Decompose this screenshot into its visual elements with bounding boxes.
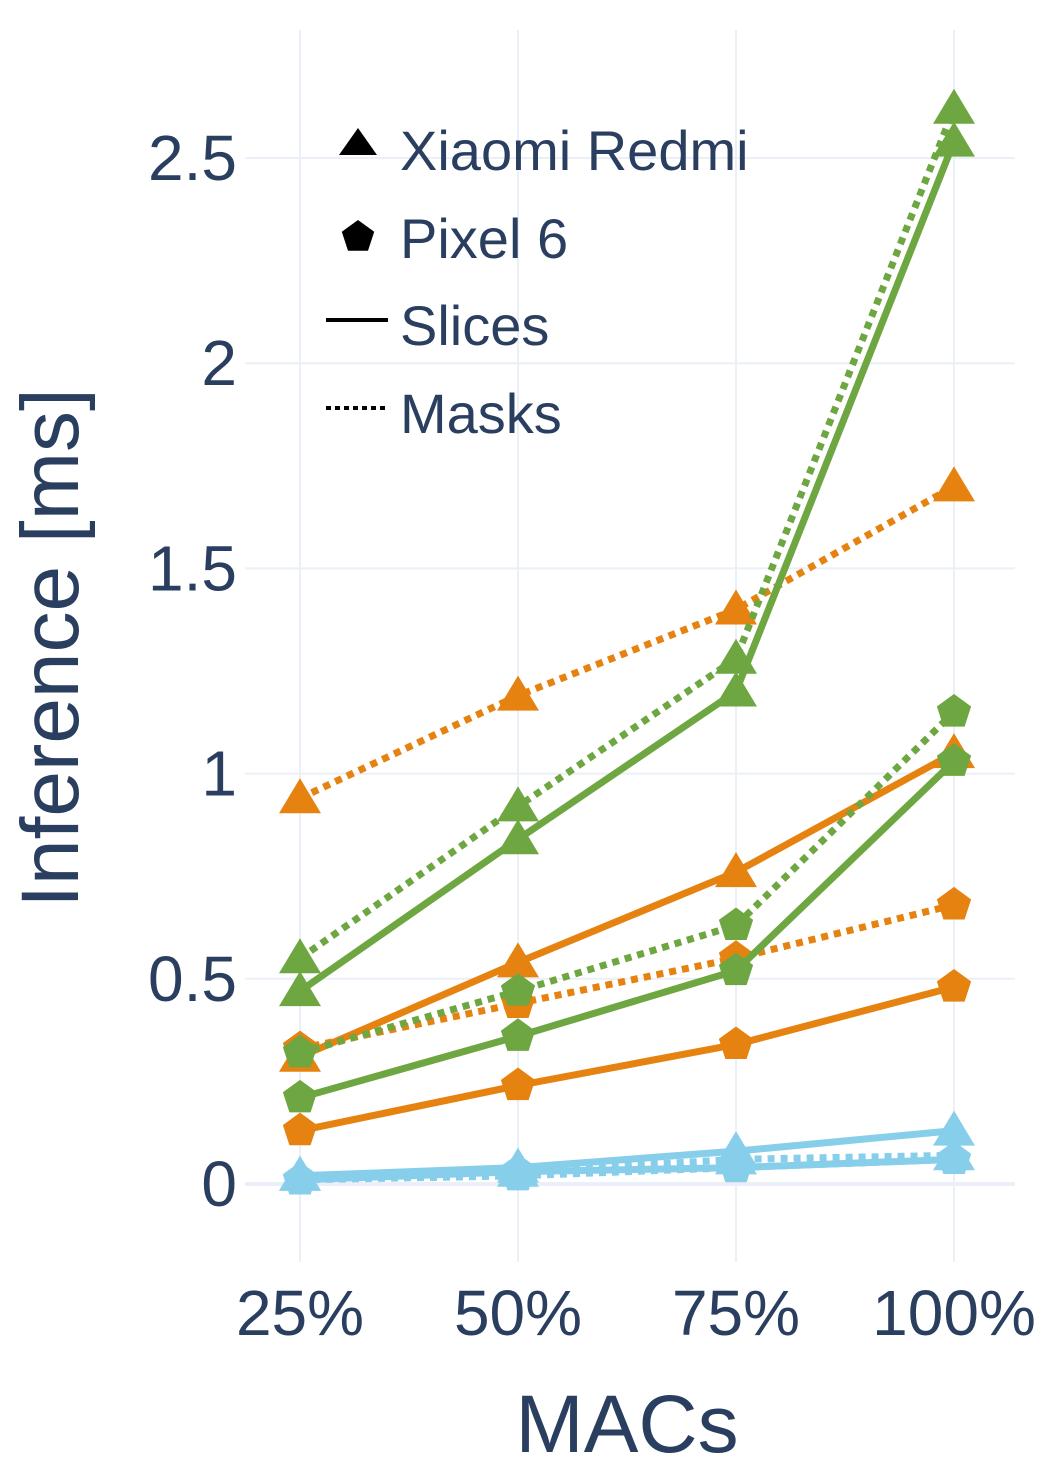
legend-label-pixel: Pixel 6 [400,207,568,270]
y-axis-title: Inference [ms] [5,388,96,908]
series-line [299,1127,955,1180]
pentagon-marker [936,694,972,727]
y-tick-label: 2.5 [148,122,237,194]
legend-pentagon-icon [341,220,375,251]
y-tick-label: 1.5 [148,532,237,604]
series-line [298,750,956,1060]
x-tick-label: 50% [454,1277,582,1349]
series-0 [279,466,975,814]
y-axis-ticks: 0 0.5 1 1.5 2 2.5 [148,122,237,1220]
pentagon-marker [282,1161,318,1195]
series-line [299,983,955,1135]
series-line [297,107,958,962]
triangle-marker [497,819,539,855]
pentagon-marker [500,973,536,1006]
triangle-marker [279,938,321,974]
triangle-marker [933,121,975,157]
legend-triangle-icon [339,128,377,155]
series-6 [282,694,972,1068]
pentagon-marker [500,1067,536,1101]
pentagon-marker [500,1018,536,1051]
series-line [298,483,956,802]
pentagon-marker [282,1034,318,1068]
pentagon-marker [718,907,754,941]
triangle-marker [933,88,975,124]
y-tick-label: 0 [201,1148,237,1220]
triangle-marker [933,466,975,502]
pentagon-marker [936,743,972,776]
pentagon-marker [718,952,754,986]
y-tick-label: 1 [201,738,237,810]
pentagon-marker [936,969,972,1002]
series-3 [282,969,972,1146]
triangle-marker [279,971,321,1007]
triangle-marker [497,942,539,978]
triangle-marker [279,778,321,814]
pentagon-marker [718,1026,754,1060]
series-line [297,140,958,994]
series-2 [282,886,972,1064]
triangle-marker [715,852,757,888]
pentagon-marker [936,1141,972,1174]
x-tick-label: 25% [236,1277,364,1349]
grid-lines [245,30,1015,1262]
series-line [299,709,957,1057]
x-tick-label: 100% [872,1277,1036,1349]
series-line [299,1155,955,1184]
x-tick-label: 75% [672,1277,800,1349]
series-line [299,758,957,1102]
pentagon-marker [282,1112,318,1146]
legend-label-xiaomi: Xiaomi Redmi [400,119,749,182]
x-axis-title: MACs [515,1379,738,1470]
series-5 [279,121,975,1007]
series-group [279,88,975,1195]
triangle-marker [715,589,757,625]
y-tick-label: 2 [201,327,237,399]
pentagon-marker [718,1149,754,1183]
series-11 [282,1141,972,1195]
triangle-marker [497,786,539,822]
y-tick-label: 0.5 [148,943,237,1015]
series-7 [282,743,972,1113]
triangle-marker [933,1110,975,1146]
legend-label-masks: Masks [400,382,562,445]
triangle-marker [497,675,539,711]
x-axis-ticks: 25% 50% 75% 100% [236,1277,1036,1349]
triangle-marker [715,671,757,707]
pentagon-marker [282,1079,318,1113]
series-1 [279,733,975,1072]
legend: Xiaomi Redmi Pixel 6 Slices Masks [326,119,749,445]
pentagon-marker [936,886,972,920]
pentagon-marker [500,1153,536,1187]
legend-label-slices: Slices [400,294,549,357]
